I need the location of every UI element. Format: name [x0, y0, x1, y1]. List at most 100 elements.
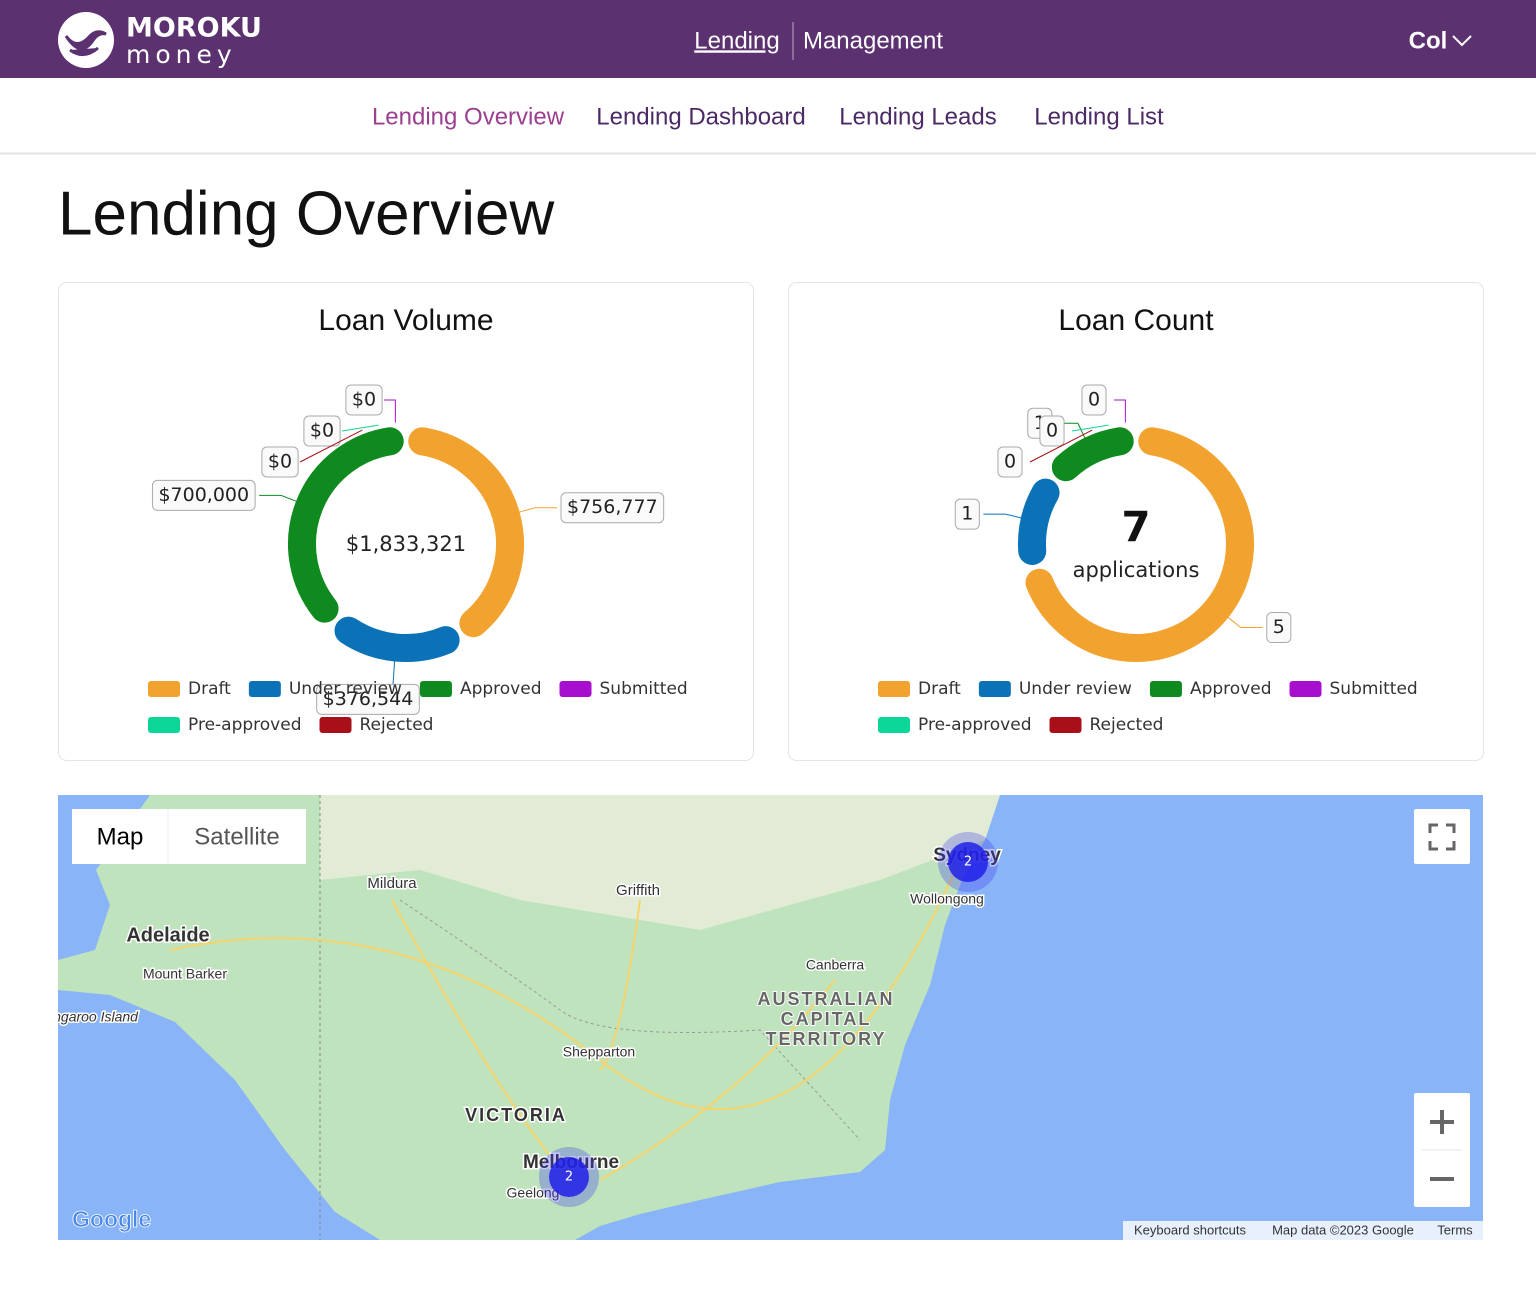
- legend-label: Under review: [1019, 679, 1132, 699]
- legend-swatch: [878, 681, 910, 697]
- place-label: Adelaide: [126, 924, 209, 946]
- subnav-link[interactable]: Lending Dashboard: [596, 103, 806, 130]
- data-label: $0: [268, 451, 292, 473]
- subnav-link[interactable]: Lending Leads: [839, 103, 996, 130]
- center-label: applications: [1073, 558, 1200, 582]
- center-value: 7: [1121, 503, 1150, 552]
- territory-label: TERRITORY: [765, 1029, 886, 1049]
- nav-link[interactable]: Lending: [694, 27, 779, 54]
- page-title: Lending Overview: [58, 179, 554, 248]
- legend-label: Approved: [460, 679, 542, 699]
- data-label: 1: [961, 503, 973, 525]
- fullscreen-icon: [1428, 823, 1456, 851]
- chevron[interactable]: [1452, 35, 1472, 47]
- data-label: $700,000: [158, 484, 249, 506]
- data-label-box: [1266, 612, 1292, 644]
- place-label: Wollongong: [910, 891, 984, 907]
- roads: [169, 859, 961, 1181]
- map-logo: Google: [72, 1206, 151, 1232]
- place-label: VICTORIA: [465, 1105, 567, 1125]
- legend-label: Draft: [918, 679, 961, 699]
- data-label-box: [560, 492, 665, 524]
- donut-segment: [288, 427, 404, 623]
- logo-text: MOROKU: [126, 13, 262, 44]
- place-label: Geelong: [507, 1185, 560, 1201]
- legend-swatch: [148, 681, 180, 697]
- user-menu[interactable]: Col: [1409, 27, 1448, 54]
- attribution[interactable]: Terms: [1437, 1222, 1473, 1237]
- legend-swatch: [319, 717, 352, 733]
- data-label-box: [151, 479, 256, 511]
- leader-line: [1029, 429, 1093, 463]
- leader-line: [1114, 399, 1126, 423]
- sub-bar: [0, 78, 1536, 153]
- center-label: $1,833,321: [346, 532, 466, 556]
- map-type-button[interactable]: Satellite: [194, 823, 279, 850]
- subnav-link[interactable]: Lending Overview: [372, 103, 565, 130]
- legend-swatch: [1149, 681, 1182, 697]
- legend-swatch: [148, 717, 180, 733]
- nav-link[interactable]: Management: [803, 27, 943, 54]
- legend-swatch: [419, 681, 452, 697]
- legend-label: Draft: [188, 679, 231, 699]
- land-dry: [320, 795, 1000, 930]
- cluster-count: 2: [964, 855, 972, 870]
- legend-swatch: [978, 681, 1011, 697]
- attribution-bar: [1123, 1221, 1483, 1240]
- leader-line: [384, 399, 396, 423]
- cluster[interactable]: [948, 842, 988, 882]
- place-label: Kangaroo Island: [36, 1009, 139, 1025]
- leader-line: [519, 507, 558, 513]
- data-label-box: [1039, 415, 1065, 447]
- leader-line: [983, 513, 1022, 519]
- fullscreen-button[interactable]: [1414, 809, 1470, 864]
- legend-label: Submitted: [600, 679, 688, 699]
- legend-label: Rejected: [1090, 715, 1164, 735]
- card: [788, 282, 1484, 761]
- leader-line: [392, 661, 396, 686]
- legend-swatch: [1049, 717, 1082, 733]
- cluster[interactable]: [549, 1157, 589, 1197]
- zoom-in[interactable]: [1430, 1110, 1454, 1134]
- data-label-box: [1081, 384, 1107, 416]
- map-type-button[interactable]: Map: [97, 823, 144, 850]
- legend-swatch: [1289, 681, 1322, 697]
- leader-line: [299, 429, 363, 463]
- legend-label: Pre-approved: [188, 715, 302, 735]
- map-type-control: [72, 809, 306, 864]
- donut-segment: [408, 427, 524, 638]
- place-label: Shepparton: [563, 1044, 635, 1060]
- place-label: Canberra: [806, 957, 865, 973]
- data-label: $756,777: [567, 496, 658, 518]
- leader-line: [259, 494, 297, 502]
- subnav-link[interactable]: Lending List: [1034, 103, 1164, 130]
- logo-text: money: [126, 40, 237, 69]
- map[interactable]: Mildura Griffith Adelaide Mount Barker Kanga…: [36, 795, 1483, 1240]
- leader-line: [1071, 424, 1109, 432]
- data-label-box: [345, 384, 383, 416]
- place-label: Griffith: [616, 882, 660, 899]
- attribution[interactable]: Keyboard shortcuts: [1134, 1222, 1247, 1237]
- data-label: 0: [1088, 389, 1100, 411]
- card: [58, 282, 754, 761]
- top-bar: [0, 0, 1536, 78]
- donut-segment: [1018, 478, 1060, 565]
- place-label: Mildura: [367, 875, 417, 892]
- data-label: $376,544: [323, 688, 414, 710]
- legend-label: Under review: [289, 679, 402, 699]
- leader-line: [1227, 617, 1263, 629]
- legend-label: Approved: [1190, 679, 1272, 699]
- legend-label: Rejected: [360, 715, 434, 735]
- logo-mark-inner: [64, 30, 107, 56]
- data-label-box: [997, 446, 1023, 478]
- chart-title: Loan Volume: [318, 304, 493, 337]
- territory-label: CAPITAL: [781, 1009, 872, 1029]
- data-label-box: [303, 415, 341, 447]
- data-label: $0: [352, 389, 376, 411]
- attribution: Map data ©2023 Google: [1272, 1222, 1414, 1237]
- legend-swatch: [248, 681, 281, 697]
- data-label: 5: [1273, 616, 1285, 638]
- legend-label: Pre-approved: [918, 715, 1032, 735]
- cluster-count: 2: [565, 1170, 573, 1185]
